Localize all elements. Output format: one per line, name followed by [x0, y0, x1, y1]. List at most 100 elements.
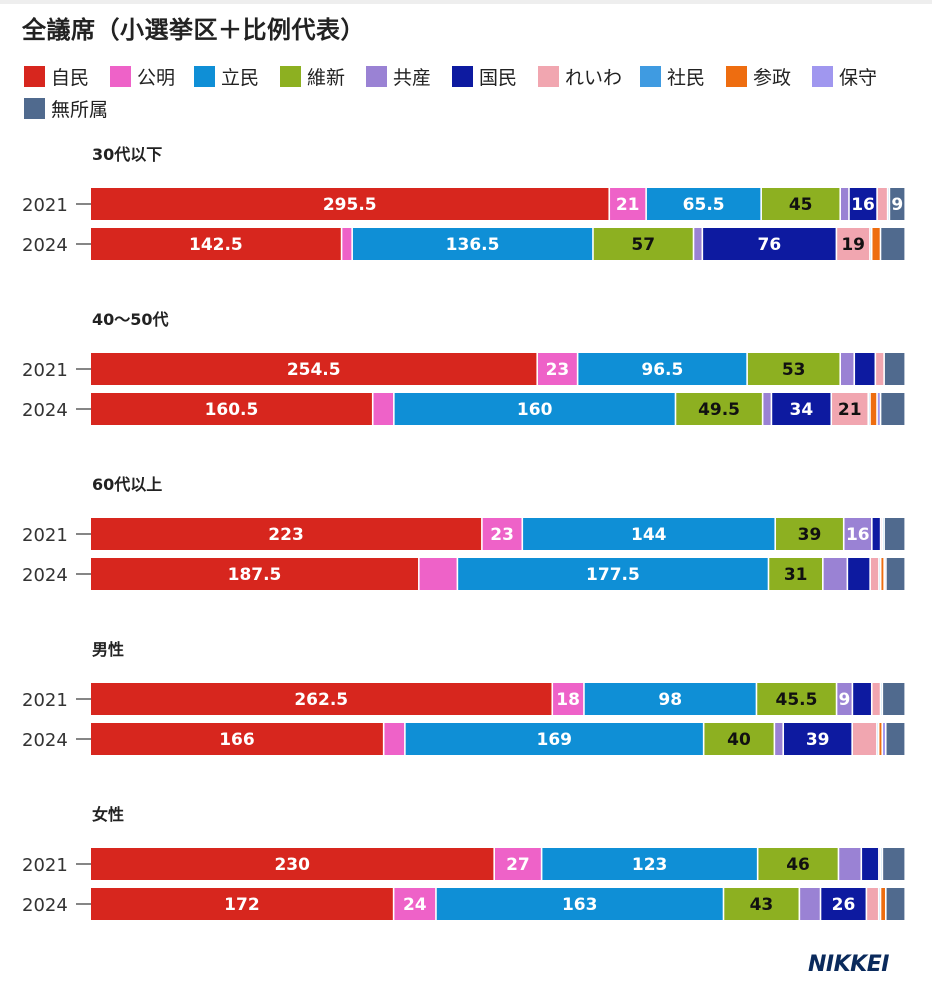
data-label: 21: [838, 400, 862, 420]
legend-swatch: [366, 65, 387, 87]
bar-segment: [703, 228, 836, 260]
legend-item-1: 公明: [110, 64, 176, 89]
bar-segment: [91, 188, 609, 220]
bar-segment: [800, 888, 820, 920]
bar-segment: [436, 888, 723, 920]
legend-swatch: [726, 65, 747, 87]
bar-segment: [784, 723, 852, 755]
bar-segment: [832, 393, 868, 425]
data-label: 39: [798, 525, 822, 545]
year-tick-label: 2024: [22, 235, 68, 256]
data-label: 262.5: [294, 690, 348, 710]
data-label: 23: [546, 360, 570, 380]
bar-segment: [494, 848, 541, 880]
bar-segment: [881, 393, 905, 425]
year-tick-label: 2021: [22, 525, 68, 546]
bar-segment: [837, 683, 852, 715]
bar-segment: [876, 353, 884, 385]
data-label: 123: [632, 855, 668, 875]
data-label: 16: [851, 195, 875, 215]
legend-swatch: [640, 65, 661, 87]
bar-segment: [872, 518, 880, 550]
legend-swatch: [538, 65, 559, 87]
legend-swatch: [110, 65, 131, 87]
chart-title: 全議席（小選挙区＋比例代表）: [22, 16, 365, 44]
data-label: 223: [268, 525, 304, 545]
bar-segment: [852, 723, 877, 755]
year-tick-label: 2021: [22, 195, 68, 216]
bar-segment: [853, 683, 871, 715]
year-tick-label: 2024: [22, 895, 68, 916]
bar-segment: [676, 393, 762, 425]
bar-segment: [881, 228, 905, 260]
bar-segment: [482, 518, 522, 550]
data-label: 187.5: [228, 565, 282, 585]
bar-segment: [646, 188, 761, 220]
data-label: 34: [790, 400, 814, 420]
nikkei-logo: NIKKEI: [808, 952, 889, 977]
data-label: 172: [224, 895, 260, 915]
data-label: 160: [517, 400, 553, 420]
bar-segment: [373, 393, 394, 425]
data-label: 98: [658, 690, 682, 710]
year-tick-label: 2024: [22, 730, 68, 751]
bar-segment: [394, 393, 675, 425]
data-label: 9: [891, 195, 903, 215]
data-label: 96.5: [641, 360, 683, 380]
data-label: 16: [846, 525, 870, 545]
bar-segment: [694, 228, 702, 260]
bar-segment: [884, 518, 905, 550]
bar-segment: [761, 188, 840, 220]
bar-segment: [593, 228, 693, 260]
bar-segment: [879, 723, 882, 755]
legend-item-5: 国民: [452, 64, 517, 89]
bar-segment: [849, 188, 877, 220]
bar-segment: [553, 683, 584, 715]
bar-segment: [883, 848, 905, 880]
legend-label: 無所属: [51, 98, 109, 121]
group-label: 男性: [92, 640, 124, 659]
bar-segment: [91, 683, 552, 715]
data-label: 31: [784, 565, 808, 585]
legend-label: 保守: [839, 66, 878, 89]
data-label: 27: [506, 855, 530, 875]
legend-swatch: [24, 65, 45, 87]
data-label: 230: [274, 855, 310, 875]
data-label: 144: [631, 525, 667, 545]
year-tick-label: 2021: [22, 690, 68, 711]
group-label: 30代以下: [92, 145, 162, 164]
data-label: 57: [631, 235, 655, 255]
bar-segment: [862, 848, 879, 880]
data-label: 53: [782, 360, 806, 380]
bar-segment: [384, 723, 405, 755]
bar-segment: [841, 353, 854, 385]
bar-segment: [763, 393, 771, 425]
data-label: 43: [750, 895, 774, 915]
legend-item-2: 立民: [194, 64, 260, 89]
bar-segment: [542, 848, 757, 880]
bar-segment: [883, 683, 905, 715]
legend-item-0: 自民: [24, 64, 89, 89]
legend-label: 公明: [137, 66, 176, 89]
legend-item-4: 共産: [366, 64, 432, 89]
data-label: 45.5: [776, 690, 818, 710]
year-tick-label: 2021: [22, 855, 68, 876]
legend-swatch: [194, 65, 215, 87]
group-label: 60代以上: [92, 475, 162, 494]
data-label: 23: [490, 525, 514, 545]
bar-segment: [844, 518, 872, 550]
legend-label: 立民: [221, 66, 260, 89]
data-label: 39: [806, 730, 830, 750]
data-label: 24: [403, 895, 427, 915]
data-label: 40: [727, 730, 751, 750]
data-label: 160.5: [205, 400, 259, 420]
bar-segment: [841, 188, 849, 220]
bar-segment: [91, 518, 482, 550]
legend-swatch: [24, 97, 45, 119]
data-label: 295.5: [323, 195, 377, 215]
bar-segment: [848, 558, 870, 590]
legend-swatch: [812, 65, 833, 87]
bar-segment: [91, 353, 537, 385]
group-label: 女性: [92, 805, 124, 824]
legend-label: 共産: [393, 66, 432, 89]
